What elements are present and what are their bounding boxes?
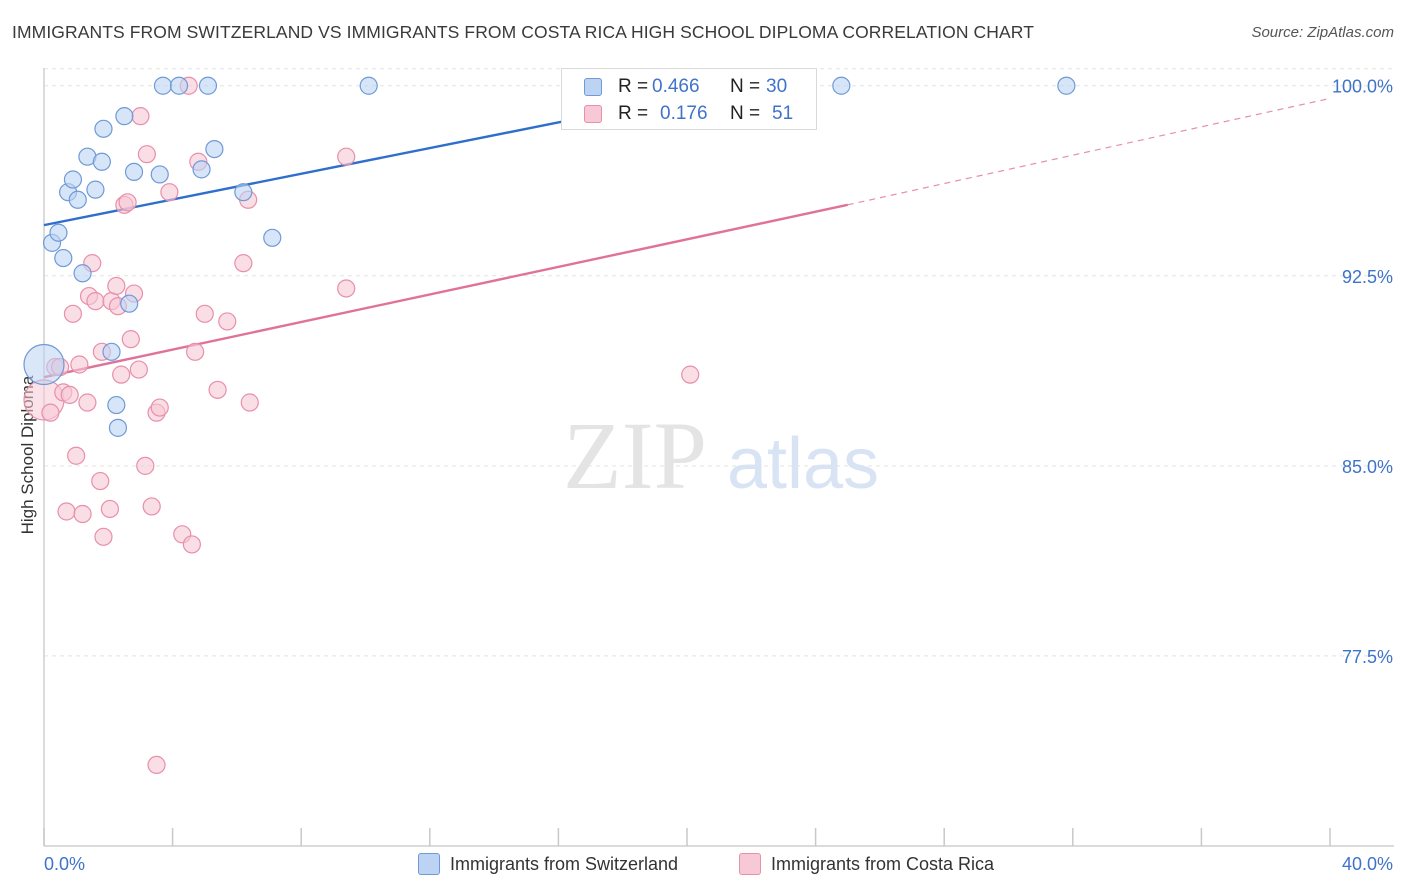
point-costa-rica bbox=[208, 380, 227, 399]
point-costa-rica bbox=[63, 304, 83, 323]
point-costa-rica bbox=[234, 254, 253, 273]
data-points bbox=[23, 76, 1076, 775]
legend-n-label: N = bbox=[730, 103, 761, 124]
point-switzerland bbox=[102, 342, 121, 361]
point-switzerland bbox=[63, 170, 83, 189]
point-costa-rica bbox=[91, 471, 110, 491]
point-switzerland bbox=[192, 160, 211, 179]
legend: R = 0.466 N = 30 R = 0.176 N = 51 bbox=[561, 68, 817, 130]
point-costa-rica bbox=[70, 355, 89, 374]
point-switzerland bbox=[23, 343, 65, 386]
point-costa-rica bbox=[186, 342, 205, 361]
point-costa-rica bbox=[129, 360, 148, 379]
point-switzerland bbox=[124, 162, 144, 182]
point-costa-rica bbox=[182, 535, 201, 554]
grid-lines bbox=[44, 68, 1394, 657]
point-costa-rica bbox=[57, 502, 76, 521]
point-switzerland bbox=[115, 107, 134, 126]
point-costa-rica bbox=[240, 393, 259, 412]
watermark-zip: ZIP bbox=[563, 402, 707, 509]
watermark: ZIP atlas bbox=[563, 402, 879, 509]
point-costa-rica bbox=[73, 504, 92, 524]
watermark-atlas: atlas bbox=[727, 424, 879, 504]
y-tick-label: 100.0% bbox=[1332, 77, 1393, 97]
trend-line-costa-rica-extension bbox=[847, 97, 1331, 206]
y-tick-label: 77.5% bbox=[1342, 647, 1393, 667]
point-switzerland bbox=[1057, 76, 1076, 95]
point-switzerland bbox=[359, 76, 378, 95]
point-switzerland bbox=[153, 76, 173, 95]
point-switzerland bbox=[94, 119, 113, 138]
point-switzerland bbox=[120, 294, 139, 313]
point-switzerland bbox=[92, 152, 111, 171]
point-costa-rica bbox=[67, 446, 86, 465]
point-costa-rica bbox=[160, 183, 179, 202]
legend-n-value: 30 bbox=[766, 76, 788, 97]
point-switzerland bbox=[234, 183, 253, 202]
point-costa-rica bbox=[86, 292, 105, 311]
point-costa-rica bbox=[60, 385, 79, 405]
legend-r-value: 0.466 bbox=[652, 76, 700, 97]
point-costa-rica bbox=[121, 330, 140, 349]
point-costa-rica bbox=[78, 393, 97, 412]
y-tick-label: 85.0% bbox=[1342, 457, 1393, 477]
legend-row-costa-rica: R = 0.176 N = 51 bbox=[584, 102, 793, 126]
point-switzerland bbox=[169, 76, 189, 95]
point-costa-rica bbox=[118, 193, 137, 212]
point-switzerland bbox=[54, 248, 73, 268]
bottom-legend-swatch-pink bbox=[739, 853, 761, 875]
source-label: Source: ZipAtlas.com bbox=[1251, 24, 1394, 41]
point-costa-rica bbox=[112, 365, 131, 384]
point-switzerland bbox=[68, 190, 87, 209]
point-costa-rica bbox=[147, 755, 166, 775]
legend-n-label: N = bbox=[730, 76, 761, 97]
point-costa-rica bbox=[150, 398, 169, 417]
point-costa-rica bbox=[218, 312, 237, 331]
y-tick-label: 92.5% bbox=[1342, 267, 1393, 287]
point-switzerland bbox=[205, 139, 224, 159]
point-switzerland bbox=[150, 165, 169, 184]
point-costa-rica bbox=[195, 304, 214, 323]
legend-swatch-blue bbox=[584, 78, 602, 96]
point-switzerland bbox=[49, 223, 68, 242]
legend-r-value: 0.176 bbox=[660, 103, 708, 124]
bottom-legend-label: Immigrants from Costa Rica bbox=[771, 853, 995, 874]
legend-n-value: 51 bbox=[772, 103, 794, 124]
point-switzerland bbox=[263, 228, 282, 247]
point-switzerland bbox=[108, 418, 128, 437]
legend-r-label: R = bbox=[618, 76, 649, 97]
point-costa-rica bbox=[131, 107, 150, 126]
point-costa-rica bbox=[337, 279, 356, 298]
point-switzerland bbox=[86, 180, 105, 199]
point-costa-rica bbox=[137, 145, 156, 164]
point-costa-rica bbox=[94, 527, 113, 546]
point-switzerland bbox=[107, 395, 126, 415]
point-costa-rica bbox=[100, 499, 120, 519]
bottom-legend-swatch-blue bbox=[418, 853, 440, 875]
point-costa-rica bbox=[41, 403, 60, 422]
point-switzerland bbox=[198, 76, 218, 95]
legend-row-switzerland: R = 0.466 N = 30 bbox=[584, 75, 787, 99]
x-tick-label: 40.0% bbox=[1342, 854, 1393, 874]
chart-title: IMMIGRANTS FROM SWITZERLAND VS IMMIGRANT… bbox=[12, 22, 1034, 42]
tick-labels: 77.5% 85.0% 92.5% 100.0% 0.0% 40.0% bbox=[44, 77, 1393, 874]
legend-swatch-pink bbox=[584, 105, 602, 123]
bottom-legend-label: Immigrants from Switzerland bbox=[450, 853, 679, 874]
bottom-legend-switzerland: Immigrants from Switzerland bbox=[418, 852, 678, 876]
trend-line-costa-rica bbox=[43, 203, 849, 379]
axes bbox=[43, 68, 1394, 847]
legend-r-label: R = bbox=[618, 103, 649, 124]
bottom-legend-costa-rica: Immigrants from Costa Rica bbox=[739, 852, 994, 876]
point-costa-rica bbox=[337, 147, 356, 166]
point-switzerland bbox=[832, 76, 851, 95]
point-costa-rica bbox=[136, 456, 155, 475]
point-switzerland bbox=[73, 264, 92, 283]
point-costa-rica bbox=[107, 276, 126, 296]
point-costa-rica bbox=[142, 497, 161, 516]
x-tick-label: 0.0% bbox=[44, 854, 85, 874]
point-costa-rica bbox=[681, 365, 700, 384]
